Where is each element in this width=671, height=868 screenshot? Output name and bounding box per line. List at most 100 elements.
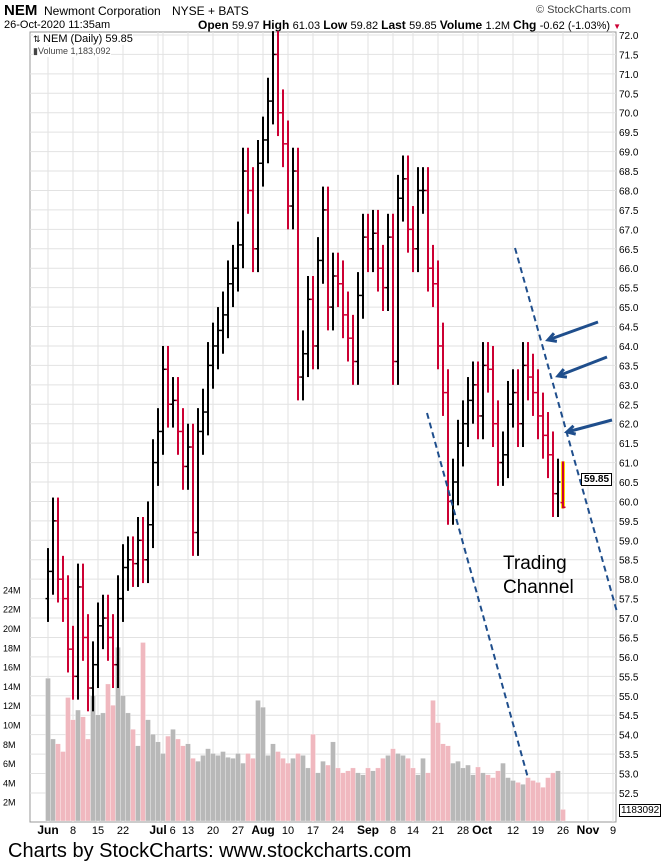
- volume-bar: [95, 714, 101, 822]
- volume-bar: [160, 753, 166, 822]
- volume-icon: ▮: [33, 46, 38, 56]
- volume-bar: [255, 700, 261, 822]
- volume-bar: [400, 755, 406, 822]
- x-tick-label: 15: [92, 825, 104, 837]
- y-tick-label: 52.5: [619, 789, 639, 800]
- volume-bar: [190, 758, 196, 822]
- quote-key: Last: [381, 18, 410, 32]
- company-name: Newmont Corporation: [44, 4, 161, 18]
- quote-value: 61.03: [292, 20, 324, 32]
- y-tick-label: 68.0: [619, 186, 639, 197]
- volume-bar: [395, 753, 401, 822]
- volume-bar: [90, 695, 96, 822]
- x-tick-label: 14: [407, 825, 419, 837]
- volume-bar: [140, 642, 146, 822]
- x-tick-label: Oct: [472, 823, 492, 837]
- y-tick-label: 57.5: [619, 595, 639, 606]
- volume-bar: [105, 683, 111, 822]
- volume-bar: [225, 757, 231, 822]
- y-tick-label: 58.0: [619, 575, 639, 586]
- volume-bar: [50, 738, 56, 822]
- y-tick-label: 61.0: [619, 459, 639, 470]
- volume-tick-label: 10M: [3, 721, 21, 731]
- y-tick-label: 59.0: [619, 536, 639, 547]
- volume-tick-label: 24M: [3, 585, 21, 595]
- y-tick-label: 57.0: [619, 614, 639, 625]
- volume-bar: [530, 780, 536, 822]
- volume-bar: [435, 722, 441, 822]
- volume-bar: [230, 758, 236, 822]
- volume-bar: [265, 755, 271, 822]
- footer-credit: Charts by StockCharts: www.stockcharts.c…: [8, 840, 412, 862]
- volume-bar: [165, 735, 171, 822]
- volume-bar: [60, 751, 66, 822]
- y-tick-label: 55.5: [619, 672, 639, 683]
- volume-bar: [180, 745, 186, 822]
- arrow-icon: [547, 320, 599, 342]
- volume-bar: [510, 780, 516, 822]
- volume-tick-label: 14M: [3, 682, 21, 692]
- y-tick-label: 60.5: [619, 478, 639, 489]
- volume-bar: [215, 755, 221, 822]
- volume-bar: [345, 770, 351, 822]
- y-tick-label: 64.0: [619, 342, 639, 353]
- x-tick-label: Jun: [37, 823, 58, 837]
- y-tick-label: 53.0: [619, 770, 639, 781]
- x-tick-label: 9: [610, 825, 616, 837]
- quote-summary: Open 59.97 High 61.03 Low 59.82 Last 59.…: [198, 18, 621, 32]
- y-tick-label: 64.5: [619, 323, 639, 334]
- volume-tick-label: 4M: [3, 778, 16, 788]
- volume-bar: [155, 741, 161, 822]
- y-tick-label: 63.0: [619, 381, 639, 392]
- volume-bar: [205, 748, 211, 822]
- volume-bar: [120, 695, 126, 822]
- last-price-label: 59.85: [581, 473, 613, 486]
- volume-bar: [455, 761, 461, 822]
- y-tick-label: 62.0: [619, 420, 639, 431]
- x-tick-label: 17: [307, 825, 319, 837]
- volume-bar: [505, 777, 511, 822]
- volume-bar: [100, 712, 106, 822]
- x-tick-label: 24: [332, 825, 344, 837]
- x-tick-label: 22: [117, 825, 129, 837]
- volume-bar: [440, 743, 446, 822]
- y-tick-label: 55.0: [619, 692, 639, 703]
- volume-bar: [500, 762, 506, 822]
- volume-tick-label: 18M: [3, 643, 21, 653]
- y-tick-label: 63.5: [619, 361, 639, 372]
- x-tick-label: 10: [282, 825, 294, 837]
- volume-tick-label: 8M: [3, 740, 16, 750]
- volume-bar: [550, 772, 556, 822]
- arrow-head-icon: [563, 424, 577, 436]
- volume-bar: [350, 767, 356, 822]
- y-tick-label: 65.5: [619, 284, 639, 295]
- volume-bar: [560, 809, 566, 822]
- y-tick-label: 68.5: [619, 167, 639, 178]
- volume-bar: [275, 751, 281, 822]
- volume-bar: [485, 774, 491, 822]
- x-tick-label: 13: [182, 825, 194, 837]
- y-tick-label: 61.5: [619, 439, 639, 450]
- volume-bar: [325, 764, 331, 822]
- volume-tick-label: 12M: [3, 701, 21, 711]
- volume-bar: [130, 729, 136, 822]
- volume-bar: [175, 738, 181, 822]
- volume-bar: [410, 767, 416, 822]
- volume-bar: [360, 774, 366, 822]
- x-tick-label: Jul: [149, 823, 166, 837]
- volume-bar: [470, 774, 476, 822]
- volume-bar: [385, 755, 391, 822]
- volume-bar: [520, 784, 526, 822]
- quote-key: High: [262, 18, 293, 32]
- volume-bar: [290, 758, 296, 822]
- y-tick-label: 69.0: [619, 148, 639, 159]
- arrow-icon: [566, 418, 613, 434]
- volume-bar: [365, 767, 371, 822]
- x-tick-label: 27: [232, 825, 244, 837]
- exchange: NYSE + BATS: [172, 4, 249, 18]
- x-tick-label: 28: [457, 825, 469, 837]
- volume-bar: [135, 745, 141, 822]
- volume-bar: [335, 767, 341, 822]
- y-tick-label: 56.5: [619, 633, 639, 644]
- volume-bar: [465, 764, 471, 822]
